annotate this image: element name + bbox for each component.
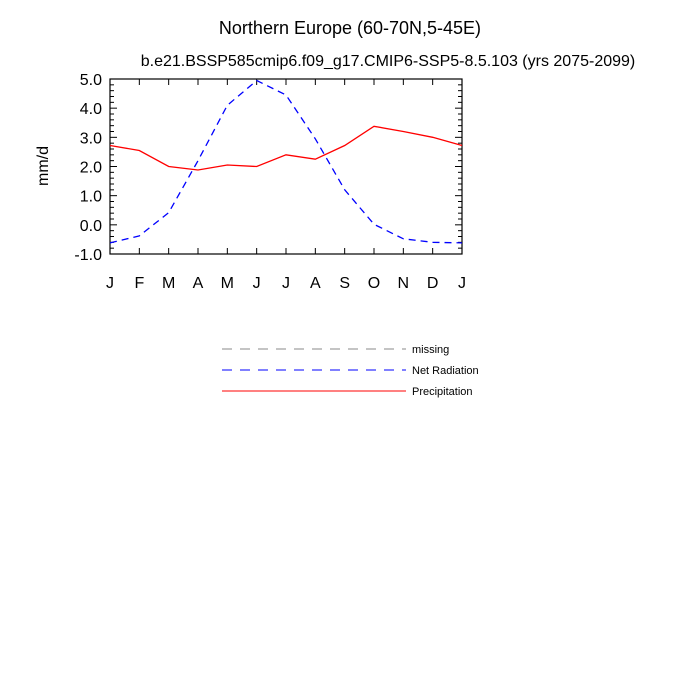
chart-subtitle: b.e21.BSSP585cmip6.f09_g17.CMIP6-SSP5-8.… [141,53,636,70]
legend: missing Net Radiation Precipitation [222,344,479,398]
y-tick-label: 2.0 [80,160,102,177]
x-tick-label: O [368,275,380,292]
legend-label-net-radiation: Net Radiation [412,365,479,377]
y-tick-label: 4.0 [80,101,102,118]
x-tick-label: J [458,275,466,292]
x-tick-label: D [427,275,439,292]
x-tick-label: J [253,275,261,292]
plot-layer: 5.04.03.02.01.00.0-1.0J F M A M J J A S O N D J [74,72,466,292]
y-tick-label: -1.0 [74,247,102,264]
x-tick-label: A [193,275,204,292]
x-tick-label: J [282,275,290,292]
x-tick-label: F [134,275,144,292]
x-tick-label: S [339,275,350,292]
x-tick-label: A [310,275,321,292]
series-line-precipitation [109,125,463,171]
y-tick-label: 3.0 [80,130,102,147]
series-line-net-radiation [109,79,463,244]
plot-frame [109,78,463,255]
x-tick-label: M [221,275,234,292]
chart-title: Northern Europe (60-70N,5-45E) [219,18,481,38]
y-tick-label: 0.0 [80,218,102,235]
y-tick-label: 5.0 [80,72,102,89]
x-tick-label: N [398,275,410,292]
x-tick-label: M [162,275,175,292]
x-tick-label: J [106,275,114,292]
y-tick-label: 1.0 [80,189,102,206]
legend-label-precipitation: Precipitation [412,386,473,398]
legend-label-missing: missing [412,344,449,356]
y-axis-label: mm/d [35,146,52,186]
